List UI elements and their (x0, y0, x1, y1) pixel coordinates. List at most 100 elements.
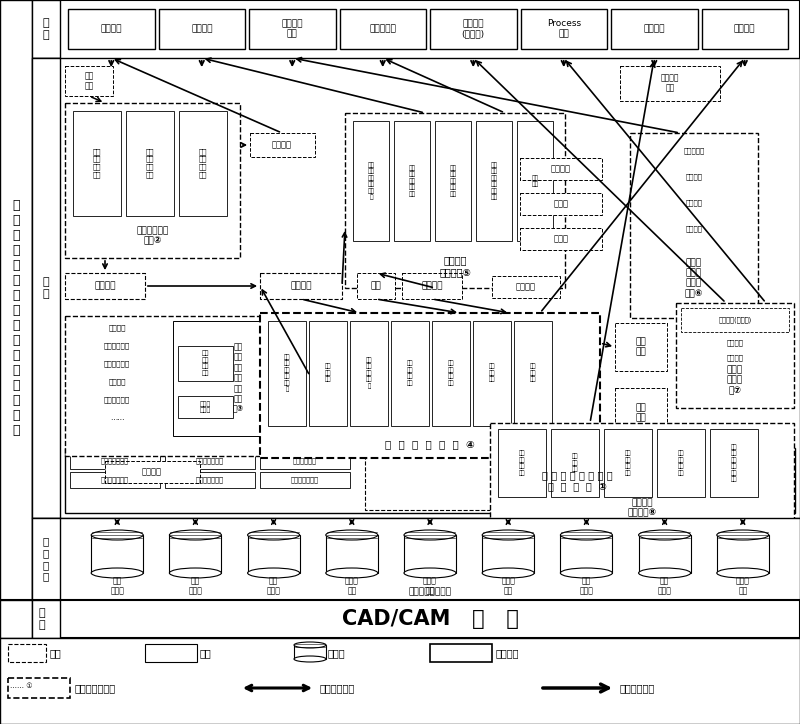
Text: CAD/CAM   系   统: CAD/CAM 系 统 (342, 609, 518, 629)
Bar (615, 388, 667, 438)
Bar (0, 600, 32, 638)
Bar (260, 472, 350, 488)
Bar (70, 453, 160, 469)
Text: 工艺知识: 工艺知识 (142, 468, 162, 476)
Text: 工装: 工装 (370, 282, 382, 290)
Bar (611, 9, 698, 49)
Text: 零件
分类
与工
艺方
案分
析模
块③: 零件 分类 与工 艺方 案分 析模 块③ (233, 342, 243, 413)
Text: 数据: 数据 (50, 648, 62, 658)
Bar (105, 461, 200, 483)
Text: 中间
加工
件的
加工
卡片
生成: 中间 加工 件的 加工 卡片 生成 (730, 444, 738, 482)
Bar (326, 535, 378, 573)
Bar (432, 321, 470, 426)
Text: 刀具参
数库: 刀具参 数库 (423, 576, 437, 596)
Bar (65, 273, 145, 299)
Text: 刀具
轨迹
计算: 刀具 轨迹 计算 (530, 363, 536, 382)
Bar (68, 9, 154, 49)
Text: 数控程序
(机代码): 数控程序 (机代码) (462, 20, 485, 38)
Text: 变形结果: 变形结果 (551, 164, 571, 174)
Bar (492, 276, 560, 298)
Text: 应力分析: 应力分析 (686, 174, 702, 180)
Text: 数控
刀具
圆与
生成: 数控 刀具 圆与 生成 (625, 450, 631, 476)
Bar (702, 9, 788, 49)
Bar (145, 644, 197, 662)
Bar (365, 451, 790, 510)
Bar (65, 103, 240, 258)
Bar (435, 121, 471, 241)
Text: 参数优化: 参数优化 (516, 282, 536, 292)
Text: 工
具: 工 具 (42, 277, 50, 299)
Ellipse shape (717, 530, 769, 540)
Text: 刀具推荐: 刀具推荐 (108, 379, 126, 385)
Text: 切削力: 切削力 (554, 200, 569, 209)
Text: 工装设计
知识: 工装设计 知识 (661, 73, 679, 93)
Text: 切削参数推荐: 切削参数推荐 (104, 397, 130, 403)
Bar (268, 321, 306, 426)
Ellipse shape (91, 568, 143, 578)
Bar (514, 321, 552, 426)
Bar (70, 472, 160, 488)
Bar (8, 644, 46, 662)
Bar (681, 308, 789, 332)
Text: 加工模型: 加工模型 (290, 282, 312, 290)
Bar (0, 0, 800, 638)
Text: 样板模
型库: 样板模 型库 (502, 576, 515, 596)
Text: 工装
标准件: 工装 标准件 (579, 576, 594, 596)
Bar (402, 273, 462, 299)
Text: 装夹方法确定: 装夹方法确定 (104, 361, 130, 367)
Text: 加工方案: 加工方案 (422, 282, 442, 290)
Text: …… ①: …… ① (10, 683, 33, 689)
Bar (32, 600, 60, 638)
Text: 切削力计算: 切削力计算 (683, 148, 705, 154)
Text: 资源与知识查询: 资源与知识查询 (101, 458, 129, 464)
Text: 工件
材料库: 工件 材料库 (189, 576, 202, 596)
Ellipse shape (561, 530, 613, 540)
Bar (0, 0, 32, 638)
Text: 资源与知识插入: 资源与知识插入 (196, 476, 224, 484)
Text: 工 艺 资 源 与 知 识 库
管  理  模  块  ①: 工 艺 资 源 与 知 识 库 管 理 模 块 ① (542, 470, 613, 492)
Ellipse shape (294, 642, 326, 648)
Text: 工艺
数据: 工艺 数据 (636, 403, 646, 423)
Bar (309, 321, 347, 426)
Text: 装夹
设定
卡片
生成: 装夹 设定 卡片 生成 (678, 450, 684, 476)
Bar (520, 228, 602, 250)
Bar (248, 535, 300, 573)
Text: 快速毛坯生成
模块②: 快速毛坯生成 模块② (136, 227, 169, 245)
Bar (165, 453, 255, 469)
Bar (476, 121, 512, 241)
Bar (32, 518, 60, 600)
Text: 快速工装
生成模块⑤: 快速工装 生成模块⑤ (439, 255, 471, 277)
Text: 机床推荐: 机床推荐 (108, 324, 126, 332)
Text: 毛坯模型: 毛坯模型 (101, 25, 122, 33)
Bar (170, 535, 222, 573)
Bar (65, 448, 795, 513)
Bar (350, 321, 388, 426)
Bar (430, 644, 492, 662)
Bar (604, 429, 652, 497)
Bar (357, 273, 395, 299)
Bar (638, 535, 690, 573)
Bar (676, 303, 794, 408)
Text: 机床
参数库: 机床 参数库 (266, 576, 281, 596)
Text: 切削参
数库: 切削参 数库 (345, 576, 358, 596)
Ellipse shape (170, 530, 222, 540)
Ellipse shape (717, 568, 769, 578)
Text: 工具
卡片
生成: 工具 卡片 生成 (572, 454, 578, 472)
Text: 分析
和优
化夹
具结
构的
方案: 分析 和优 化夹 具结 构的 方案 (490, 162, 498, 200)
Text: 数据单向传递: 数据单向传递 (620, 683, 655, 693)
Text: 零件加
工方案: 零件加 工方案 (199, 401, 210, 413)
Bar (430, 9, 517, 49)
Bar (615, 323, 667, 371)
Text: 工装
典型件: 工装 典型件 (658, 576, 671, 596)
Bar (179, 111, 227, 216)
Text: 结
果: 结 果 (42, 18, 50, 40)
Text: 自  动  编  程  模  块  ④: 自 动 编 程 模 块 ④ (385, 439, 475, 449)
Bar (520, 193, 602, 215)
Text: 切削
参数
自动
设置: 切削 参数 自动 设置 (406, 361, 414, 386)
Text: 快速
确定
夹具
装夹
方式: 快速 确定 夹具 装夹 方式 (409, 165, 415, 197)
Ellipse shape (170, 568, 222, 578)
Bar (498, 429, 546, 497)
Text: 资源与知识保存: 资源与知识保存 (291, 476, 319, 484)
Bar (32, 58, 800, 518)
Text: 加工方案: 加工方案 (734, 25, 755, 33)
